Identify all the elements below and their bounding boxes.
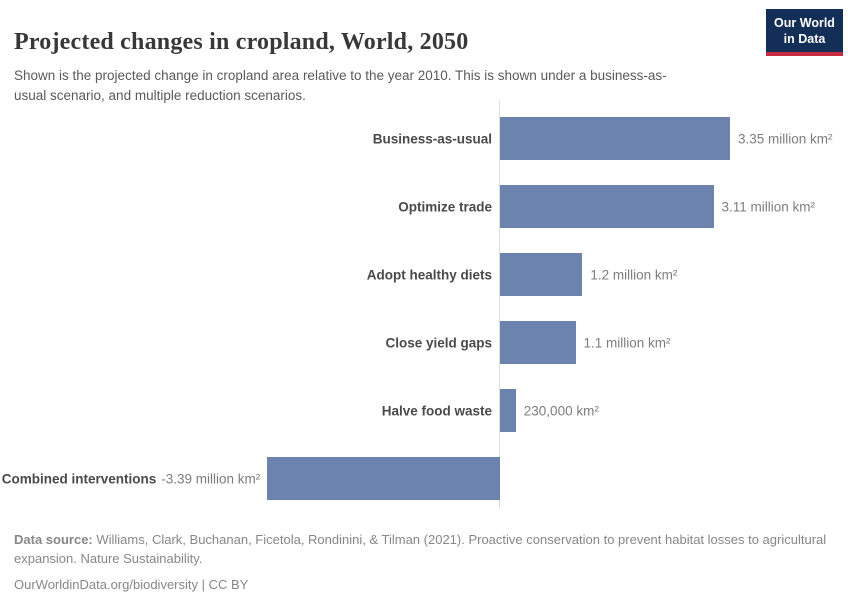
value-label: 3.11 million km² xyxy=(721,199,816,214)
data-source-label: Data source: xyxy=(14,532,93,547)
value-label: 1.2 million km² xyxy=(590,267,678,282)
owid-logo-line2: in Data xyxy=(783,32,826,47)
category-text: Business-as-usual xyxy=(372,131,492,146)
owid-logo-line1: Our World xyxy=(774,16,835,30)
data-source-note: Data source: Williams, Clark, Buchanan, … xyxy=(14,531,830,569)
category-text: Halve food waste xyxy=(381,403,492,418)
bar[interactable] xyxy=(500,253,583,296)
category-text: Combined interventions xyxy=(1,471,157,486)
value-label: 230,000 km² xyxy=(523,403,599,418)
data-source-text: Williams, Clark, Buchanan, Ficetola, Ron… xyxy=(14,532,827,566)
page-title: Projected changes in cropland, World, 20… xyxy=(14,29,469,56)
bar[interactable] xyxy=(500,321,576,364)
zero-axis-line xyxy=(499,100,500,509)
bar[interactable] xyxy=(267,457,500,500)
bar[interactable] xyxy=(500,389,516,432)
value-inline: -3.39 million km² xyxy=(161,471,261,486)
category-text: Adopt healthy diets xyxy=(366,267,492,282)
category-label: Combined interventions -3.39 million km² xyxy=(2,471,261,486)
category-text: Optimize trade xyxy=(398,199,492,214)
value-label: 1.1 million km² xyxy=(583,335,671,350)
page-subtitle: Shown is the projected change in croplan… xyxy=(14,67,667,104)
category-text: Close yield gaps xyxy=(385,335,492,350)
owid-logo: Our World in Data xyxy=(766,9,843,56)
license-line[interactable]: OurWorldinData.org/biodiversity | CC BY xyxy=(14,576,249,592)
bar[interactable] xyxy=(500,117,730,160)
bar[interactable] xyxy=(500,185,714,228)
value-label: 3.35 million km² xyxy=(738,131,833,146)
footer: Data source: Williams, Clark, Buchanan, … xyxy=(14,531,830,595)
